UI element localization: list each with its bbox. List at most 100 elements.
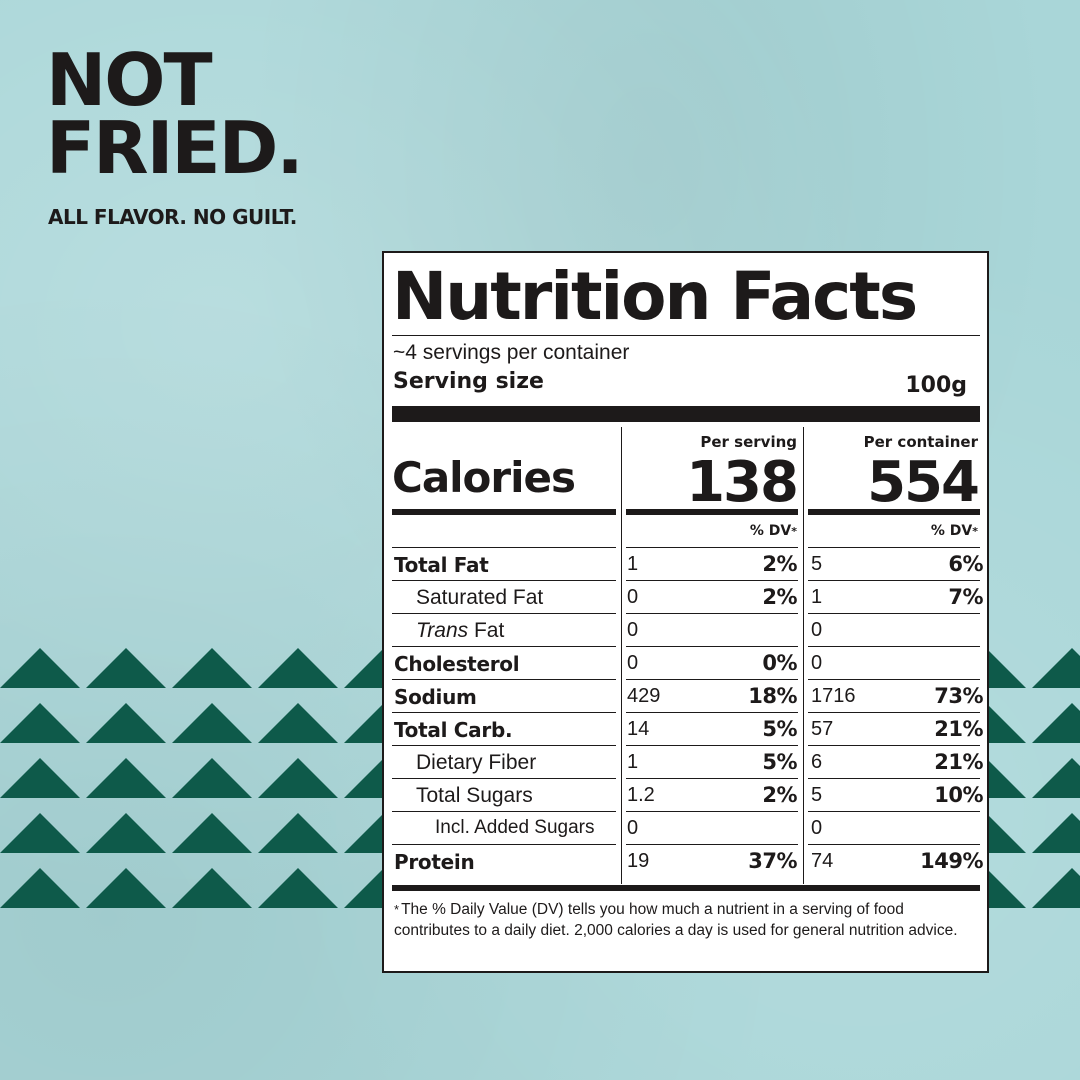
calories-rule-left bbox=[392, 509, 616, 515]
row-separator bbox=[626, 778, 798, 779]
serving-daily-value: 37% bbox=[748, 849, 797, 873]
row-separator bbox=[392, 712, 616, 713]
container-amount: 0 bbox=[811, 817, 823, 839]
serving-amount: 0 bbox=[627, 652, 639, 674]
serving-amount: 0 bbox=[627, 619, 639, 641]
row-separator bbox=[626, 679, 798, 680]
container-amount: 5 bbox=[811, 784, 823, 806]
row-separator bbox=[808, 778, 980, 779]
serving-amount: 1.2 bbox=[627, 784, 655, 806]
triangle-shape bbox=[1032, 758, 1080, 798]
nutrient-name: Trans Fat bbox=[416, 619, 505, 642]
row-separator bbox=[392, 844, 616, 845]
triangle-shape bbox=[172, 813, 252, 853]
container-amount: 6 bbox=[811, 751, 823, 773]
nutrient-name: Sodium bbox=[394, 685, 477, 709]
row-separator bbox=[808, 679, 980, 680]
triangle-shape bbox=[1032, 703, 1080, 743]
dv-rule-mid bbox=[626, 547, 798, 548]
nutrient-row: Total Carb. 14 5% 57 21% bbox=[384, 713, 987, 746]
triangle-shape bbox=[86, 813, 166, 853]
container-daily-value: 73% bbox=[934, 684, 983, 708]
dv-rule-left bbox=[392, 547, 616, 548]
triangle-shape bbox=[86, 703, 166, 743]
calories-rule-right bbox=[808, 509, 980, 515]
nutrient-row: Dietary Fiber 1 5% 6 21% bbox=[384, 746, 987, 779]
nutrient-name: Total Sugars bbox=[416, 784, 533, 807]
nutrient-name: Incl. Added Sugars bbox=[435, 817, 595, 838]
row-separator bbox=[626, 745, 798, 746]
triangle-shape bbox=[1032, 813, 1080, 853]
serving-amount: 1 bbox=[627, 553, 639, 575]
container-amount: 0 bbox=[811, 619, 823, 641]
row-separator bbox=[392, 679, 616, 680]
footer-rule bbox=[392, 885, 980, 891]
column-divider-2 bbox=[803, 427, 804, 884]
calories-per-container: 554 bbox=[867, 450, 980, 515]
triangle-shape bbox=[0, 868, 80, 908]
dv-header-serving: % DV* bbox=[749, 523, 797, 539]
container-daily-value: 6% bbox=[948, 552, 983, 576]
row-separator bbox=[392, 745, 616, 746]
row-separator bbox=[808, 580, 980, 581]
triangle-shape bbox=[258, 868, 338, 908]
triangle-shape bbox=[258, 758, 338, 798]
serving-amount: 19 bbox=[627, 850, 650, 872]
headline: NOT FRIED. bbox=[46, 38, 304, 184]
triangle-shape bbox=[172, 703, 252, 743]
container-amount: 0 bbox=[811, 652, 823, 674]
serving-daily-value: 5% bbox=[762, 717, 797, 741]
serving-daily-value: 2% bbox=[762, 783, 797, 807]
label-title: Nutrition Facts bbox=[392, 258, 918, 335]
nutrient-row: Saturated Fat 0 2% 1 7% bbox=[384, 581, 987, 614]
row-separator bbox=[626, 844, 798, 845]
triangle-shape bbox=[86, 648, 166, 688]
container-amount: 74 bbox=[811, 850, 834, 872]
triangle-shape bbox=[172, 868, 252, 908]
nutrient-name: Dietary Fiber bbox=[416, 751, 537, 774]
serving-amount: 0 bbox=[627, 817, 639, 839]
row-separator bbox=[626, 811, 798, 812]
per-container-header: Per container bbox=[863, 433, 978, 451]
thick-rule bbox=[392, 406, 980, 422]
nutrient-name: Saturated Fat bbox=[416, 586, 544, 609]
nutrient-row: Trans Fat 0 0 bbox=[384, 614, 987, 647]
dv-header-container: % DV* bbox=[930, 523, 978, 539]
dv-rule-right bbox=[808, 547, 980, 548]
serving-amount: 1 bbox=[627, 751, 639, 773]
triangle-shape bbox=[258, 648, 338, 688]
serving-amount: 14 bbox=[627, 718, 650, 740]
row-separator bbox=[808, 745, 980, 746]
row-separator bbox=[626, 580, 798, 581]
container-amount: 57 bbox=[811, 718, 834, 740]
nutrient-name: Total Carb. bbox=[394, 718, 513, 742]
triangle-shape bbox=[86, 868, 166, 908]
serving-daily-value: 2% bbox=[762, 585, 797, 609]
serving-amount: 429 bbox=[627, 685, 661, 707]
calories-rule-mid bbox=[626, 509, 798, 515]
title-rule bbox=[392, 335, 980, 336]
triangle-shape bbox=[172, 648, 252, 688]
row-separator bbox=[392, 811, 616, 812]
triangle-shape bbox=[0, 813, 80, 853]
serving-daily-value: 5% bbox=[762, 750, 797, 774]
triangle-shape bbox=[258, 813, 338, 853]
nutrient-row: Total Fat 1 2% 5 6% bbox=[384, 548, 987, 581]
serving-size-value: 100g bbox=[905, 373, 967, 398]
triangle-shape bbox=[86, 758, 166, 798]
triangle-shape bbox=[0, 758, 80, 798]
row-separator bbox=[808, 613, 980, 614]
triangle-shape bbox=[1032, 648, 1080, 688]
container-daily-value: 21% bbox=[934, 717, 983, 741]
serving-size-label: Serving size bbox=[393, 369, 544, 394]
container-daily-value: 7% bbox=[948, 585, 983, 609]
headline-line-1: NOT bbox=[46, 38, 213, 122]
serving-amount: 0 bbox=[627, 586, 639, 608]
row-separator bbox=[392, 778, 616, 779]
row-separator bbox=[392, 580, 616, 581]
nutrient-row: Sodium 429 18% 1716 73% bbox=[384, 680, 987, 713]
serving-daily-value: 2% bbox=[762, 552, 797, 576]
triangle-shape bbox=[172, 758, 252, 798]
row-separator bbox=[392, 613, 616, 614]
column-divider-1 bbox=[621, 427, 622, 884]
